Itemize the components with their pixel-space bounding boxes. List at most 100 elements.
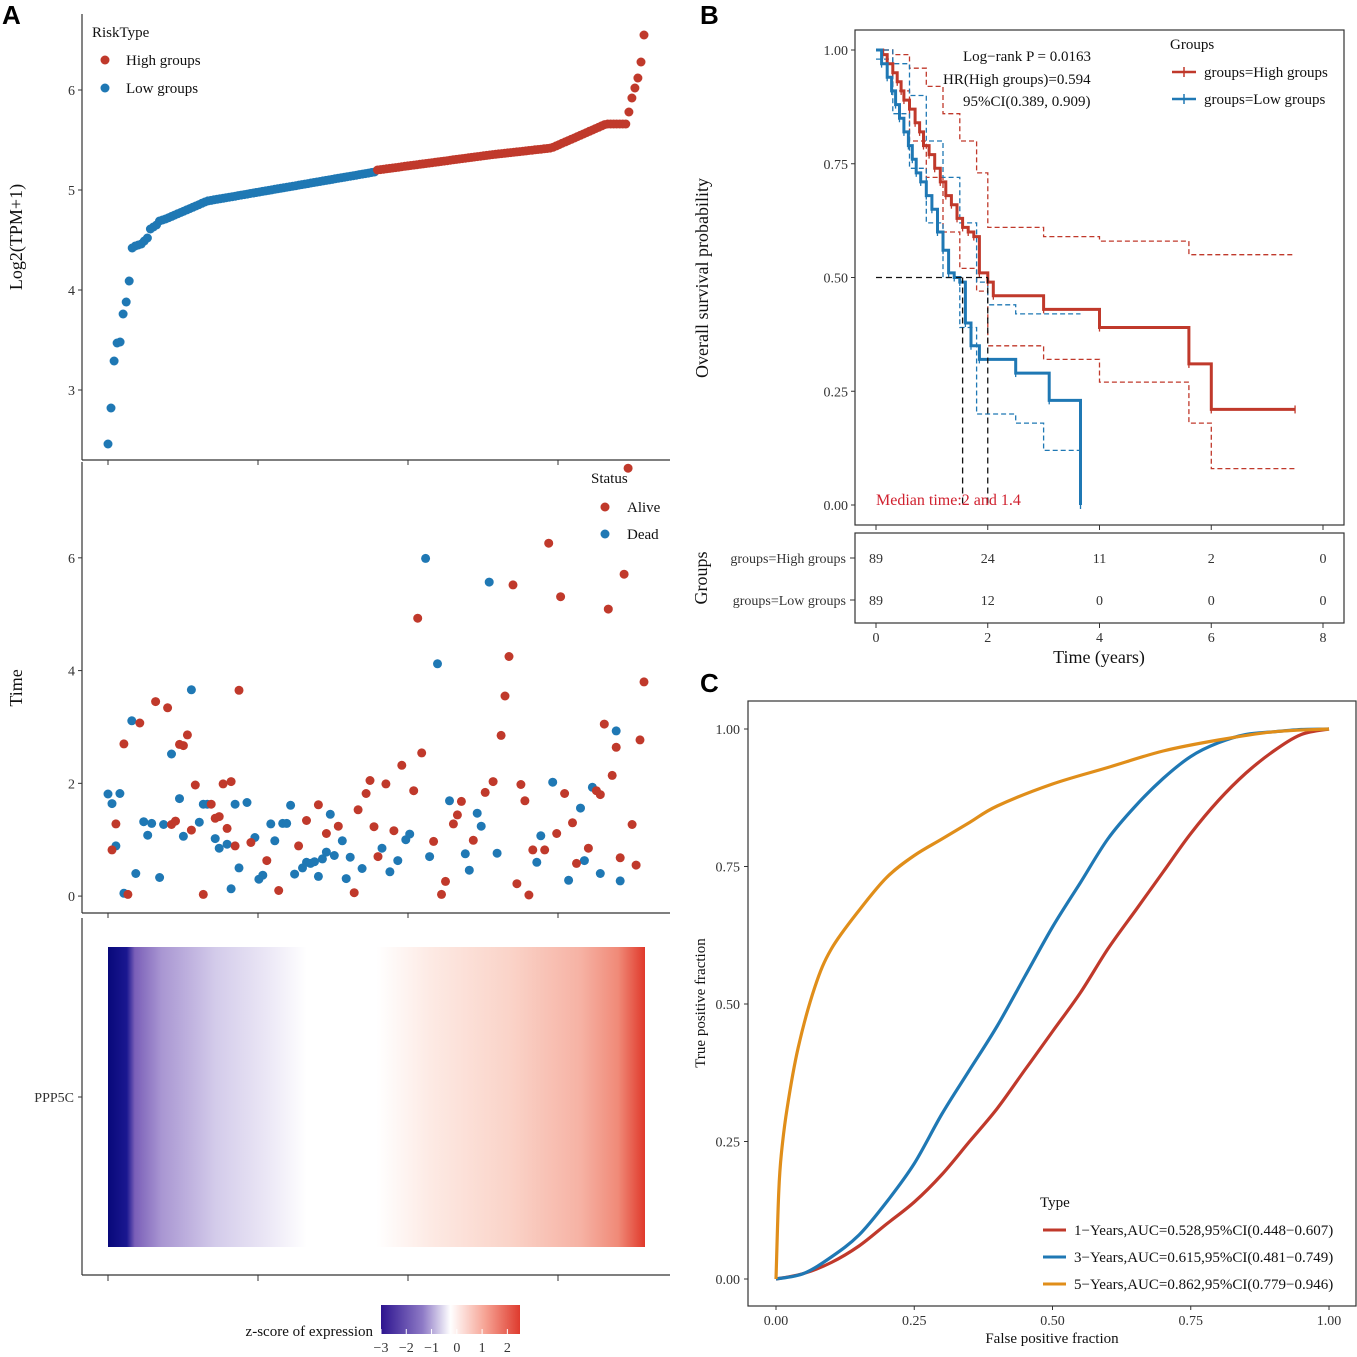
status-point-dead [464,865,474,875]
status-point-alive [540,845,550,855]
status-point-dead [286,800,296,810]
status-point-dead [579,856,589,866]
y-tick-label: 4 [68,284,75,299]
roc-x-tick-label: 0.50 [1040,1314,1065,1329]
expression-points [103,30,649,465]
roc-legend: Type 1−Years,AUC=0.528,95%CI(0.448−0.607… [1040,1195,1333,1293]
km-x-tick-label: 0 [873,631,880,646]
status-point-dead [242,798,252,807]
risk-count-cell: 11 [1093,552,1106,567]
expression-point-high [636,57,646,67]
status-point-alive [560,789,570,798]
status-point-dead [425,852,435,862]
roc-y-tick-label: 0.25 [716,1136,741,1151]
status-point-dead [194,817,204,827]
status-point-dead [564,875,574,885]
risk-count-cell: 0 [1208,594,1215,609]
status-point-dead [230,799,240,809]
status-point-alive [206,799,216,809]
risktype-legend-title: RiskType [92,25,150,41]
status-legend: Status Alive Dead [591,471,661,543]
risk-row-high-label: groups=High groups [730,552,846,567]
status-point-dead [159,820,169,829]
expression-point-low [118,309,128,319]
km-ci-high-lower [876,49,1296,470]
status-point-dead [103,789,113,799]
risk-count-cell: 0 [1096,594,1103,609]
status-point-dead [385,867,395,877]
status-point-dead [377,843,387,853]
y-tick-label: 2 [68,777,75,792]
status-point-alive [178,741,188,751]
status-point-alive [635,735,645,745]
expression-point-low [142,233,152,243]
status-point-alive [246,838,256,847]
km-median-lines [876,276,989,505]
expression-point-low [103,439,113,449]
risktype-legend: RiskType High groups Low groups [92,25,201,97]
legend-high-swatch [100,55,110,65]
status-point-alive [528,845,538,855]
legend-low-swatch [100,83,110,93]
colorbar-tick-label: 1 [479,1341,486,1356]
status-point-alive [437,889,446,899]
status-point-dead [393,856,403,866]
status-point-alive [627,820,637,829]
status-point-dead [460,849,470,859]
colorbar-gradient [381,1305,520,1334]
y-tick-label: 0 [68,890,75,905]
expression-y-label: Log2(TPM+1) [6,184,27,290]
expression-point-low [121,297,131,307]
km-panel: Overall survival probability 0.00 0.25 0.5… [691,29,1345,668]
status-point-alive [448,819,458,829]
legend-alive-label: Alive [627,500,661,516]
status-point-alive [389,826,399,836]
roc-panel: True positive fraction False positive fr… [693,700,1357,1347]
time-y-ticks: 0 2 4 6 [68,552,82,905]
roc-x-label: False positive fraction [985,1331,1119,1347]
status-point-dead [337,836,347,846]
status-point-alive [611,742,621,752]
status-point-dead [115,789,125,798]
legend-dead-swatch [600,529,610,539]
status-point-alive [480,787,490,797]
status-point-dead [147,818,157,828]
risk-count-cell: 0 [1320,594,1327,609]
colorbar-label: z-score of expression [246,1324,374,1340]
expression-point-high [627,93,637,103]
status-point-dead [548,777,558,787]
panel-label-c: C [700,668,719,698]
roc-y-tick-label: 1.00 [716,723,741,738]
colorbar-tick-label: 0 [453,1341,460,1356]
status-point-alive [230,841,240,851]
heatmap-strip [108,947,645,1247]
km-x-ticks: 0 2 4 6 8 [873,623,1327,646]
status-point-alive [234,685,244,695]
status-point-alive [361,789,371,798]
km-y-label: Overall survival probability [692,178,712,378]
status-point-dead [492,848,502,858]
status-point-dead [143,830,153,840]
km-x-tick-label: 6 [1208,631,1215,646]
status-point-alive [321,829,331,838]
status-point-dead [270,836,280,846]
status-point-alive [631,860,641,870]
expression-point-low [124,276,134,286]
status-point-alive [603,604,613,614]
status-point-alive [619,569,629,579]
status-point-alive [151,697,161,707]
status-point-dead [290,869,300,879]
status-point-alive [373,852,383,862]
status-point-dead [536,831,546,841]
y-tick-label: 3 [68,384,75,399]
km-y-ticks: 0.00 0.25 0.50 0.75 1.00 [824,44,855,514]
y-tick-label: 1.00 [824,44,849,59]
km-curve-low [876,48,1082,505]
roc-curve-5-year [774,727,1330,1280]
km-legend: Groups groups=High groups groups=Low gro… [1170,37,1328,108]
status-point-alive [524,890,534,900]
status-point-alive [441,876,450,886]
status-point-alive [135,718,145,728]
colorbar-ticks: −3 −2 −1 0 1 2 [374,1329,511,1356]
expression-point-high [639,30,649,40]
